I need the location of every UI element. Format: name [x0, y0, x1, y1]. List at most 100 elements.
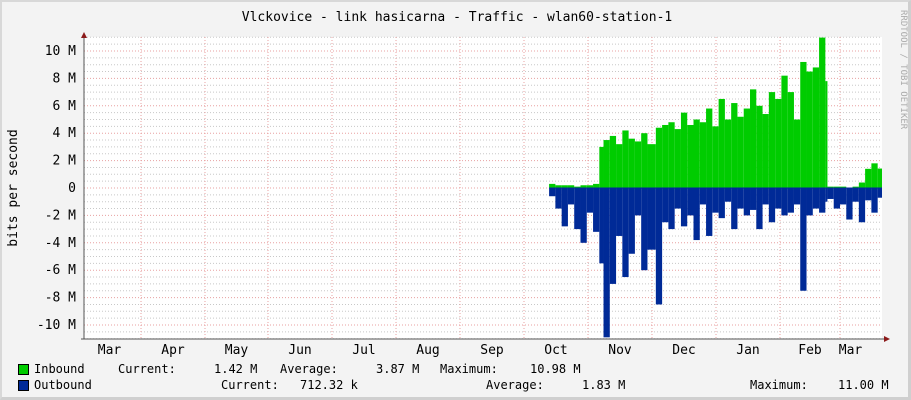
outbound-bar: [712, 188, 719, 213]
inbound-bar: [647, 144, 656, 188]
outbound-bar: [871, 188, 878, 213]
inbound-bar: [555, 185, 562, 188]
inbound-bar: [812, 67, 820, 188]
inbound-bar: [787, 92, 794, 188]
outbound-bar: [737, 188, 744, 209]
outbound-label: Outbound: [34, 378, 92, 392]
inbound-bar: [574, 186, 581, 188]
inbound-bar: [655, 127, 663, 188]
outbound-bar: [806, 188, 813, 216]
x-tick-label: Jan: [736, 343, 759, 358]
inbound-bar: [641, 133, 648, 188]
outbound-current-label: Current:: [221, 378, 279, 392]
inbound-bar: [603, 140, 610, 188]
inbound-bar: [800, 61, 807, 188]
inbound-maximum-label: Maximum:: [440, 362, 498, 376]
inbound-bar: [561, 185, 568, 188]
outbound-bar: [549, 188, 556, 197]
rrdtool-watermark: RRDTOOL / TOBI OETIKER: [898, 10, 908, 130]
outbound-maximum: 11.00 M: [838, 378, 889, 392]
outbound-bar: [768, 188, 776, 223]
inbound-current-label: Current:: [118, 362, 176, 376]
outbound-bar: [724, 188, 732, 202]
outbound-bar: [561, 188, 568, 227]
y-tick-label: -6 M: [45, 263, 76, 278]
outbound-bar: [762, 188, 769, 205]
outbound-bar: [567, 188, 575, 205]
inbound-bar: [712, 126, 719, 188]
inbound-bar: [743, 108, 751, 188]
inbound-bar: [622, 130, 629, 188]
y-tick-label: 10 M: [45, 44, 76, 59]
inbound-swatch: [18, 364, 29, 375]
x-tick-label: Jun: [288, 343, 311, 358]
x-tick-label: May: [225, 343, 249, 358]
inbound-bar: [593, 183, 600, 188]
outbound-average-label: Average:: [486, 378, 544, 392]
y-tick-label: 2 M: [53, 154, 77, 169]
outbound-bar: [599, 188, 604, 264]
inbound-bar: [668, 122, 675, 188]
outbound-bar: [781, 188, 788, 216]
inbound-bar: [775, 98, 782, 188]
outbound-bar: [718, 188, 725, 219]
inbound-bar: [750, 89, 757, 188]
y-tick-label: 4 M: [53, 126, 77, 141]
x-tick-label: Mar: [98, 343, 122, 358]
x-tick-label: Aug: [416, 343, 439, 358]
inbound-bar: [634, 141, 642, 188]
inbound-bar: [819, 37, 826, 188]
x-axis-arrow-icon: [884, 336, 890, 342]
outbound-current: 712.32 k: [300, 378, 358, 392]
inbound-bar: [599, 146, 604, 188]
inbound-bar: [762, 114, 769, 188]
outbound-bar: [693, 188, 700, 241]
outbound-bar: [687, 188, 694, 216]
x-tick-label: Jul: [352, 343, 375, 358]
inbound-bar: [586, 185, 594, 188]
outbound-bar: [756, 188, 763, 230]
x-tick-label: Apr: [161, 343, 185, 358]
outbound-bar: [680, 188, 688, 227]
inbound-bar: [662, 124, 669, 188]
outbound-bar: [706, 188, 713, 236]
y-tick-label: -10 M: [37, 318, 76, 333]
inbound-bar: [567, 185, 575, 188]
inbound-bar: [825, 81, 828, 188]
inbound-bar: [693, 119, 700, 188]
outbound-bar: [775, 188, 782, 209]
outbound-bar: [750, 188, 757, 210]
outbound-bar: [593, 188, 600, 232]
inbound-bar: [858, 182, 866, 188]
outbound-bar: [616, 188, 623, 236]
outbound-bar: [586, 188, 594, 213]
inbound-bar: [628, 138, 635, 188]
inbound-maximum: 10.98 M: [530, 362, 581, 376]
outbound-bar: [787, 188, 794, 213]
x-tick-label: Dec: [672, 343, 695, 358]
outbound-bar: [622, 188, 629, 278]
outbound-bar: [655, 188, 663, 305]
outbound-maximum-label: Maximum:: [750, 378, 808, 392]
outbound-bar: [852, 188, 859, 202]
outbound-bar: [833, 188, 840, 209]
inbound-bar: [687, 124, 694, 188]
inbound-bar: [833, 186, 840, 188]
outbound-bar: [634, 188, 642, 216]
inbound-label: Inbound: [34, 362, 85, 376]
outbound-bar: [800, 188, 807, 291]
outbound-bar: [858, 188, 866, 223]
outbound-bar: [580, 188, 587, 243]
inbound-bar: [699, 122, 707, 188]
outbound-bar: [846, 188, 853, 220]
outbound-bar: [827, 188, 834, 199]
inbound-average: 3.87 M: [376, 362, 420, 376]
y-axis-label: bits per second: [6, 129, 21, 246]
inbound-bar: [706, 108, 713, 188]
x-tick-label: Nov: [608, 343, 632, 358]
outbound-bar: [825, 188, 828, 202]
outbound-bar: [731, 188, 738, 230]
inbound-bar: [852, 186, 859, 188]
outbound-swatch: [18, 380, 29, 391]
